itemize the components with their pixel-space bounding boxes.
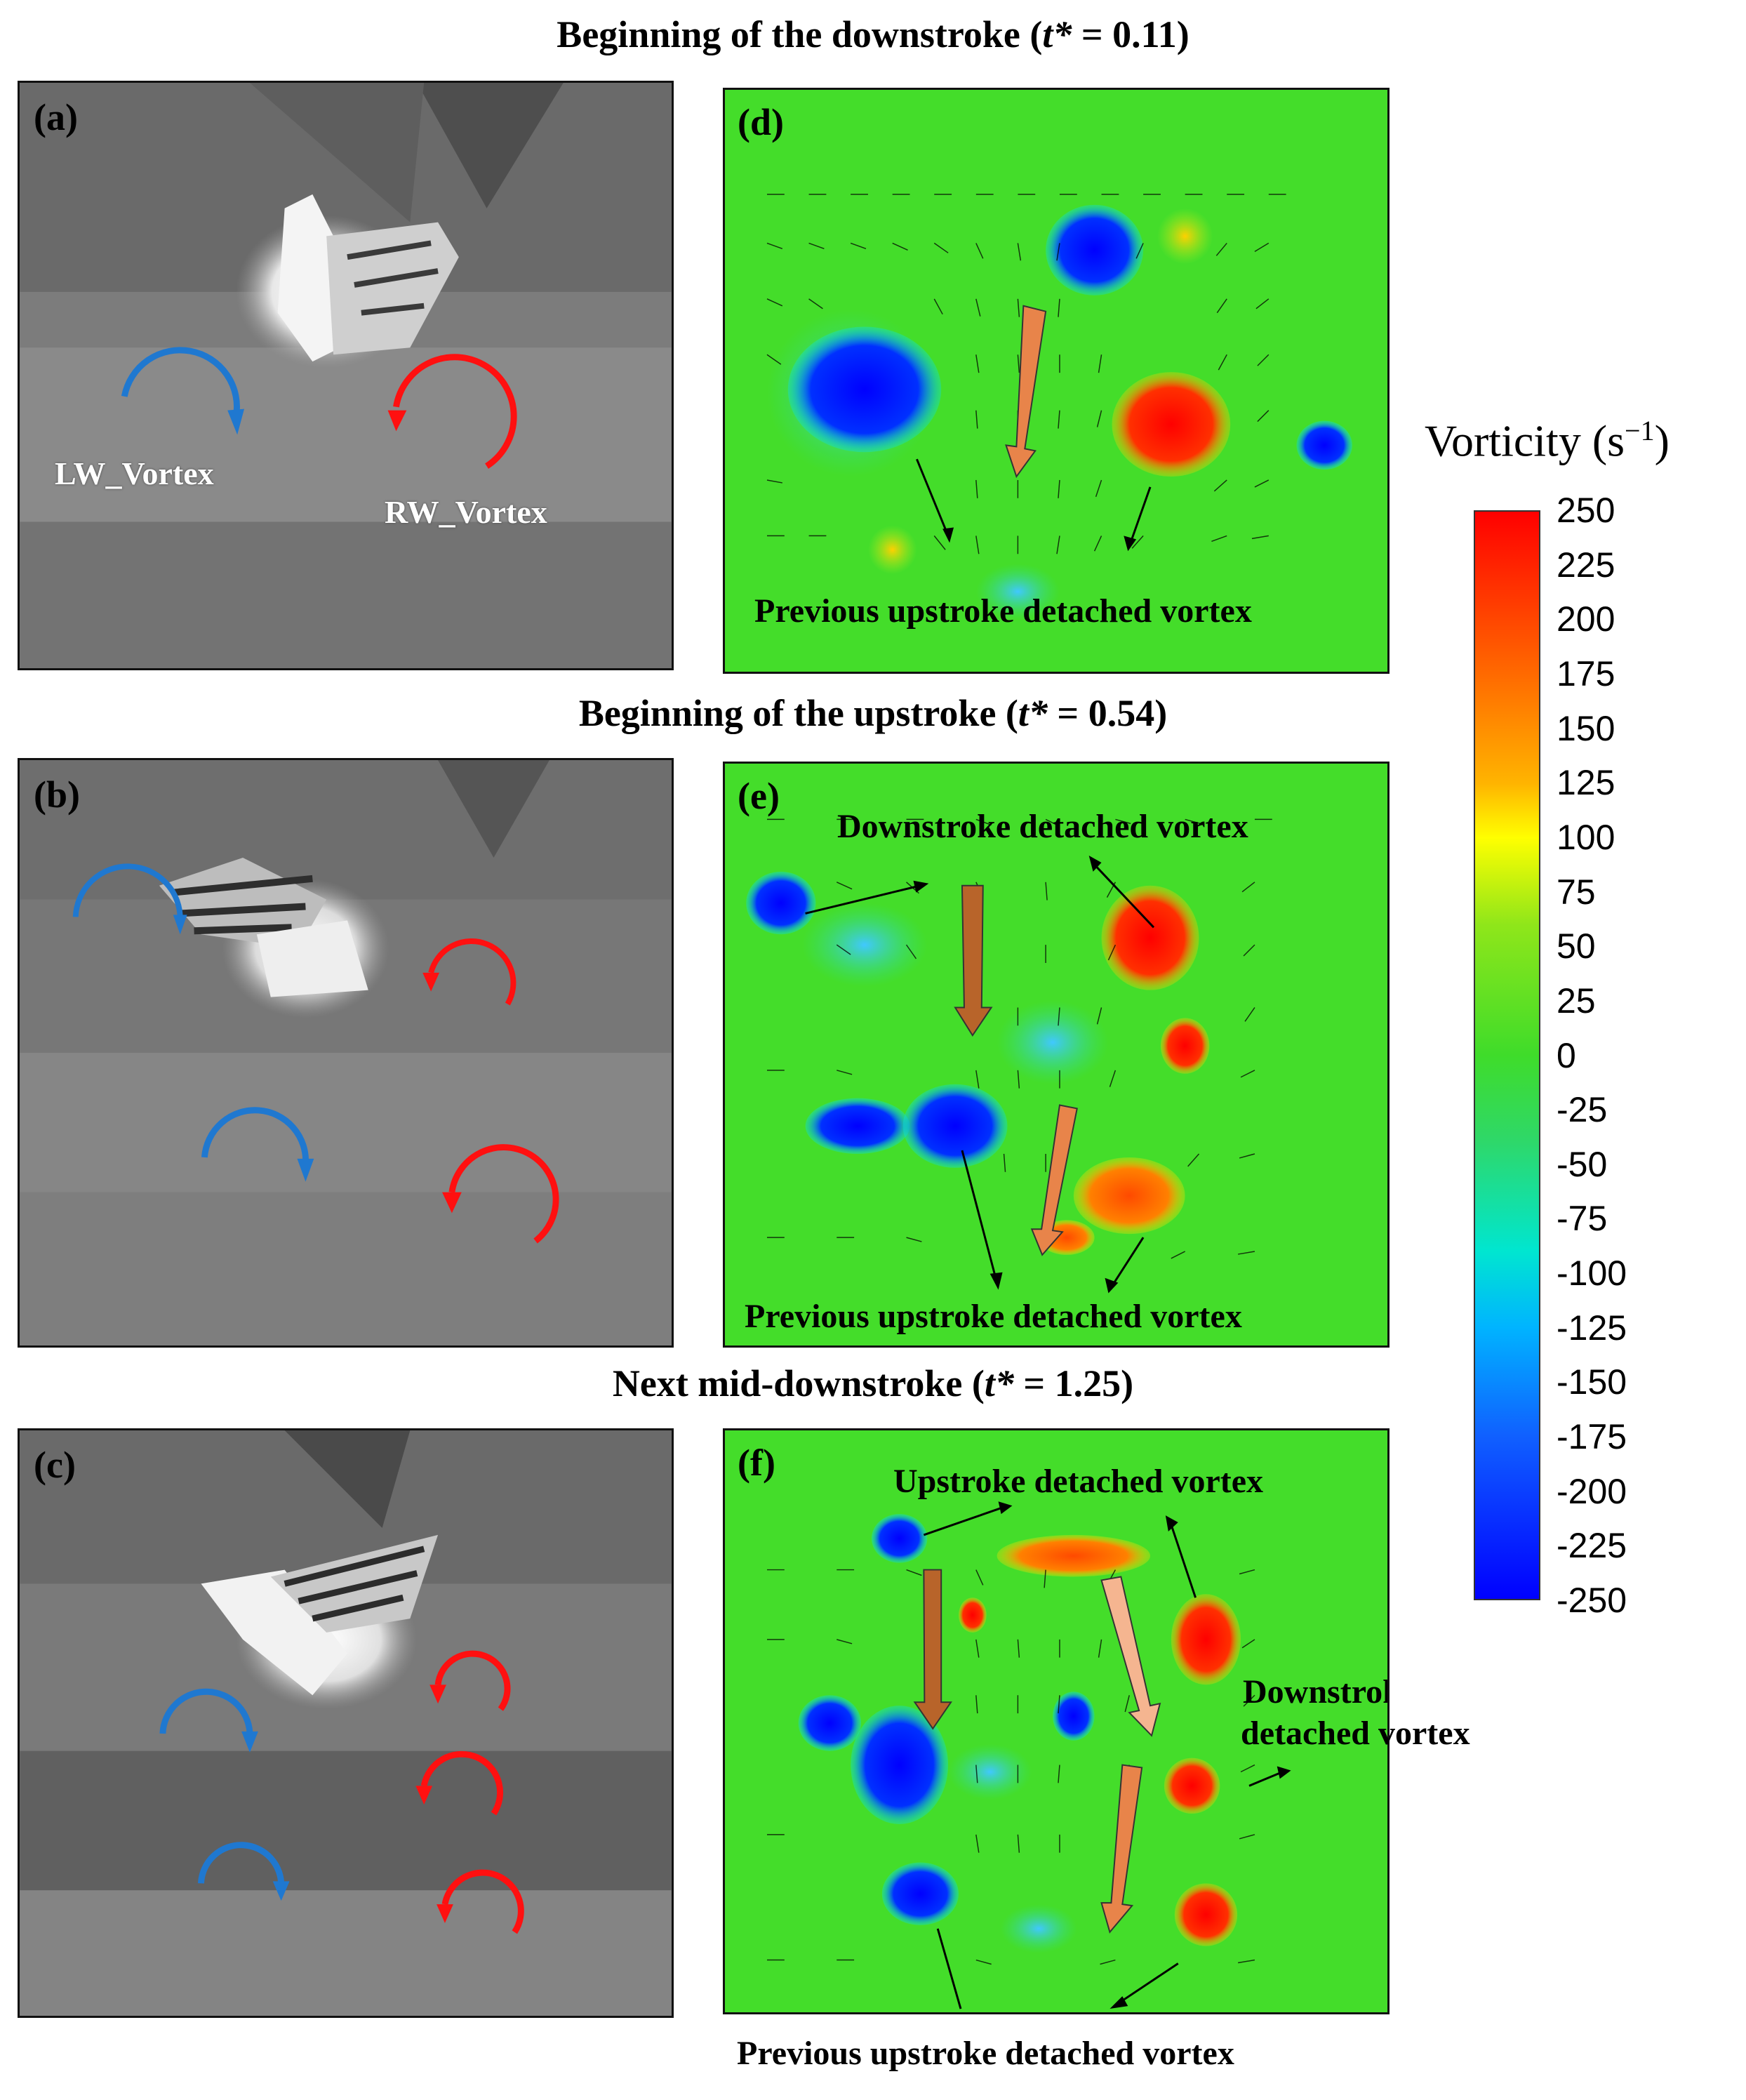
vorticity-f-graphic (766, 1501, 1291, 2009)
annotation-downstroke-f-line1: Downstroke (1243, 1673, 1387, 1710)
colorbar-tick-label: -75 (1557, 1199, 1608, 1239)
colorbar-tick-label: -50 (1557, 1144, 1608, 1184)
colorbar-tick-label: 50 (1557, 926, 1596, 966)
vorticity-panel-d: (d) Previous upstroke detached vortex (723, 88, 1390, 674)
vorticity-panel-e: (e) Downstroke detached vortex Previous … (723, 762, 1390, 1348)
panel-label-f: (f) (738, 1442, 775, 1484)
photo-c-graphic (20, 1430, 672, 2016)
downwash-arrow-e2 (1030, 1104, 1078, 1256)
colorbar-tick-label: 0 (1557, 1035, 1576, 1075)
photo-panel-b: (b) (18, 758, 674, 1348)
vorticity-d-graphic (766, 194, 1352, 620)
annotation-downstroke-f-line2: detached vortex (1241, 1715, 1470, 1752)
colorbar-tick-label: 150 (1557, 708, 1615, 748)
panel-label-e: (e) (738, 775, 780, 817)
photo-panel-c: (c) (18, 1428, 674, 2018)
annotation-previous-upstroke-d: Previous upstroke detached vortex (754, 592, 1252, 630)
downwash-arrow-d (1005, 305, 1047, 479)
ccw-vortex-arrow (121, 347, 240, 418)
colorbar (1474, 510, 1540, 1600)
colorbar-tick-label: -150 (1557, 1362, 1627, 1402)
vorticity-panel-f: (f) Upstroke detached vortex Downstroke (723, 1428, 1390, 2014)
colorbar-tick-label: 100 (1557, 817, 1615, 857)
rw-vortex-label: RW_Vortex (385, 494, 547, 530)
colorbar-tick-label: -175 (1557, 1417, 1627, 1457)
panel-label-b: (b) (34, 773, 80, 816)
colorbar-tick-label: -225 (1557, 1526, 1627, 1566)
downwash-arrow-f3 (1100, 1764, 1143, 1934)
vorticity-e-graphic (746, 818, 1272, 1294)
panel-label-c: (c) (34, 1444, 76, 1486)
downwash-arrow-e1 (954, 884, 993, 1037)
colorbar-tick-label: -25 (1557, 1090, 1608, 1130)
panel-label-a: (a) (34, 96, 78, 138)
colorbar-tick-label: 200 (1557, 599, 1615, 639)
colorbar-tick-label: 125 (1557, 763, 1615, 803)
lw-vortex-label: LW_Vortex (55, 456, 214, 491)
annotation-previous-upstroke-f: Previous upstroke detached vortex (737, 2035, 1234, 2072)
heading-mid-downstroke: Next mid-downstroke (t* = 1.25) (612, 1362, 1134, 1404)
colorbar-tick-label: -250 (1557, 1581, 1627, 1620)
colorbar-tick-label: -100 (1557, 1254, 1627, 1294)
photo-panel-a: (a) LW_Vortex RW_Vortex (18, 81, 674, 670)
downwash-arrow-f2 (1100, 1576, 1161, 1737)
colorbar-tick-label: 25 (1557, 981, 1596, 1021)
colorbar-tick-label: -125 (1557, 1308, 1627, 1348)
colorbar-tick-label: 75 (1557, 872, 1596, 912)
photo-b-graphic (20, 760, 672, 1345)
panel-label-d: (d) (738, 101, 784, 143)
colorbar-tick-label: 250 (1557, 491, 1615, 530)
downwash-arrow-f1 (913, 1569, 952, 1730)
heading-downstroke: Beginning of the downstroke (t* = 0.11) (557, 13, 1189, 55)
annotation-downstroke-e: Downstroke detached vortex (837, 808, 1248, 845)
heading-upstroke: Beginning of the upstroke (t* = 0.54) (578, 692, 1168, 734)
colorbar-title: Vorticity (s−1) (1425, 415, 1670, 466)
colorbar-tick-label: 225 (1557, 545, 1615, 585)
cw-vortex-arrow (393, 354, 517, 469)
annotation-upstroke-f: Upstroke detached vortex (893, 1463, 1264, 1500)
annotation-previous-upstroke-e: Previous upstroke detached vortex (745, 1298, 1242, 1335)
colorbar-tick-label: 175 (1557, 653, 1615, 693)
photo-a-graphic (20, 83, 672, 668)
colorbar-tick-label: -200 (1557, 1471, 1627, 1511)
